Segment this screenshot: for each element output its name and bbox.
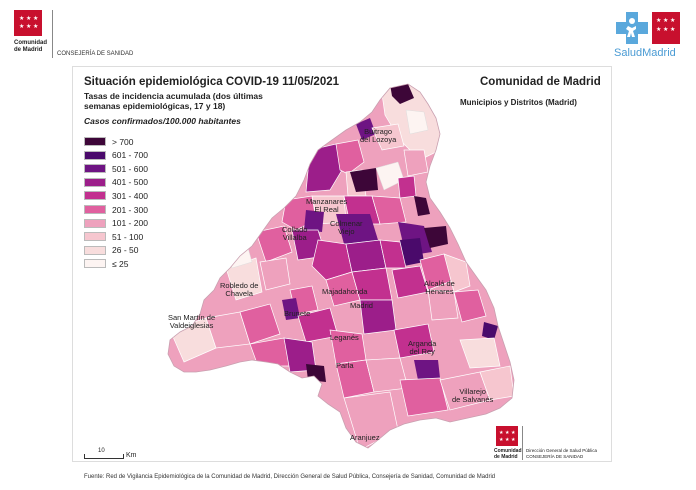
- legend-row: 26 - 50: [84, 245, 139, 256]
- legend-label: 501 - 600: [112, 163, 148, 174]
- inner-org-name: Comunidad de Madrid: [494, 448, 522, 460]
- legend-swatch: [84, 232, 106, 242]
- legend-label: 26 - 50: [112, 245, 139, 256]
- inner-department: Dirección General de Salud Pública CONSE…: [526, 448, 598, 459]
- header-divider: [52, 10, 53, 58]
- legend-row: > 700: [84, 136, 134, 147]
- place-label: Arganda del Rey: [408, 339, 437, 356]
- legend-row: 201 - 300: [84, 204, 148, 215]
- place-label: Collado Villalba: [282, 225, 308, 242]
- map-panel: [72, 66, 612, 462]
- scale-unit: Km: [126, 452, 137, 459]
- place-label: Majadahonda: [322, 287, 368, 296]
- scale-bar: [84, 454, 124, 459]
- comunidad-madrid-flag: ★ ★ ★ ★ ★ ★: [14, 10, 42, 36]
- place-label: Buitrago del Lozoya: [360, 127, 397, 144]
- inner-flag: ★ ★ ★ ★ ★ ★: [496, 426, 518, 446]
- legend-row: 101 - 200: [84, 218, 148, 229]
- legend-swatch: [84, 218, 106, 228]
- legend-label: 401 - 500: [112, 177, 148, 188]
- legend-swatch: [84, 205, 106, 214]
- place-label: Robledo de Chavela: [220, 281, 259, 298]
- legend-swatch: [84, 191, 106, 201]
- legend-label: 301 - 400: [112, 190, 148, 201]
- place-label: Manzanares El Real: [306, 197, 348, 214]
- salud-cross-icon: [616, 12, 648, 44]
- legend-swatch: [84, 245, 106, 255]
- legend-swatch: [84, 137, 106, 146]
- legend-row: 401 - 500: [84, 177, 148, 188]
- place-label: Alcalá de Henares: [424, 279, 455, 296]
- region-subtitle: Municipios y Distritos (Madrid): [460, 98, 577, 107]
- legend-label: 201 - 300: [112, 204, 148, 215]
- legend-row: 501 - 600: [84, 163, 148, 174]
- legend-label: ≤ 25: [112, 258, 129, 269]
- scale-value: 10: [98, 448, 105, 454]
- legend-swatch: [84, 177, 106, 187]
- legend-swatch: [84, 164, 106, 174]
- place-label: Aranjuez: [350, 433, 380, 442]
- map-units: Casos confirmados/100.000 habitantes: [84, 116, 241, 126]
- legend-row: 301 - 400: [84, 190, 148, 201]
- place-label: Villarejo de Salvanés: [452, 387, 494, 404]
- legend-row: 51 - 100: [84, 231, 144, 242]
- inner-divider: [522, 426, 523, 460]
- legend-swatch: [84, 150, 106, 160]
- map-subtitle: Tasas de incidencia acumulada (dos últim…: [84, 91, 263, 111]
- org-name: Comunidad de Madrid: [14, 40, 47, 53]
- place-label: Madrid: [350, 301, 373, 310]
- legend-row: ≤ 25: [84, 258, 129, 269]
- salud-madrid-brand: SaludMadrid: [614, 47, 676, 59]
- place-label: Parla: [336, 361, 354, 370]
- department-name: CONSEJERÍA DE SANIDAD: [57, 51, 134, 57]
- source-note: Fuente: Red de Vigilancia Epidemiológica…: [84, 474, 496, 480]
- legend-label: > 700: [112, 136, 134, 147]
- place-label: Colmenar Viejo: [330, 219, 363, 236]
- map-title: Situación epidemiológica COVID-19 11/05/…: [84, 76, 340, 88]
- legend-label: 51 - 100: [112, 231, 144, 242]
- legend-label: 101 - 200: [112, 218, 148, 229]
- place-label: San Martín de Valdeiglesias: [168, 313, 216, 330]
- legend-row: 601 - 700: [84, 150, 148, 161]
- salud-madrid-flag: ★ ★ ★ ★ ★ ★: [652, 12, 680, 44]
- legend-label: 601 - 700: [112, 150, 148, 161]
- place-label: Leganés: [330, 333, 359, 342]
- region-title: Comunidad de Madrid: [480, 76, 601, 88]
- place-label: Brunete: [284, 309, 311, 318]
- legend-swatch: [84, 259, 106, 269]
